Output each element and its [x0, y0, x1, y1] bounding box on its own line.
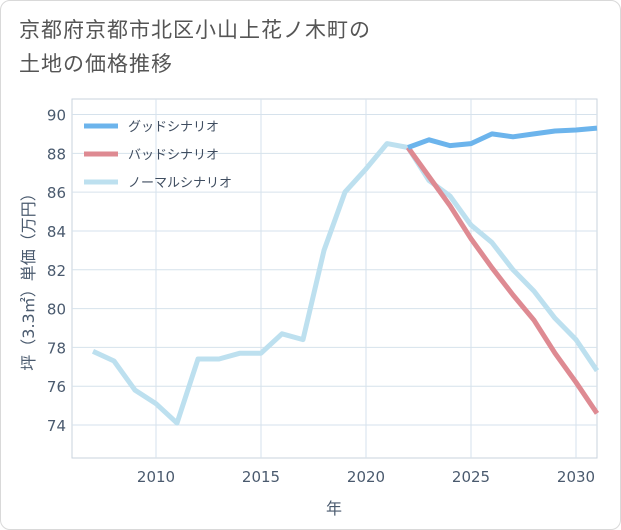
chart-title-line-1: 京都府京都市北区小山上花ノ木町の [19, 18, 371, 42]
y-tick-label: 80 [47, 301, 66, 319]
series [91, 125, 600, 426]
chart-title-line-2: 土地の価格推移 [19, 52, 173, 76]
axis-ticks: 74 76 78 80 82 84 86 88 90 2010 2015 2020 2025 2030 [47, 107, 595, 486]
series-line-0 [407, 125, 598, 150]
x-tick-label: 2015 [242, 468, 280, 486]
y-tick-label: 86 [47, 184, 66, 202]
y-tick-label: 78 [47, 339, 66, 357]
legend-label-1: バッドシナリオ [128, 148, 219, 163]
x-tick-label: 2025 [452, 468, 490, 486]
y-axis-label: 坪（3.3㎡）単価（万円） [19, 185, 38, 370]
chart-title: 京都府京都市北区小山上花ノ木町の 土地の価格推移 [19, 13, 579, 81]
grid [72, 99, 597, 458]
x-tick-label: 2030 [557, 468, 595, 486]
plot-area [71, 98, 598, 459]
legend-label-0: グッドシナリオ [128, 120, 219, 135]
y-tick-label: 76 [47, 378, 66, 396]
y-tick-label: 90 [47, 107, 66, 125]
y-tick-label: 74 [47, 417, 66, 435]
y-tick-label: 82 [47, 262, 66, 280]
y-tick-label: 88 [47, 145, 66, 163]
series-line-1 [405, 146, 600, 415]
x-tick-label: 2010 [137, 468, 175, 486]
legend-label-2: ノーマルシナリオ [128, 176, 232, 191]
series-line-2 [91, 141, 600, 426]
x-axis-label: 年 [326, 499, 342, 518]
y-tick-label: 84 [47, 223, 66, 241]
x-tick-label: 2020 [347, 468, 385, 486]
